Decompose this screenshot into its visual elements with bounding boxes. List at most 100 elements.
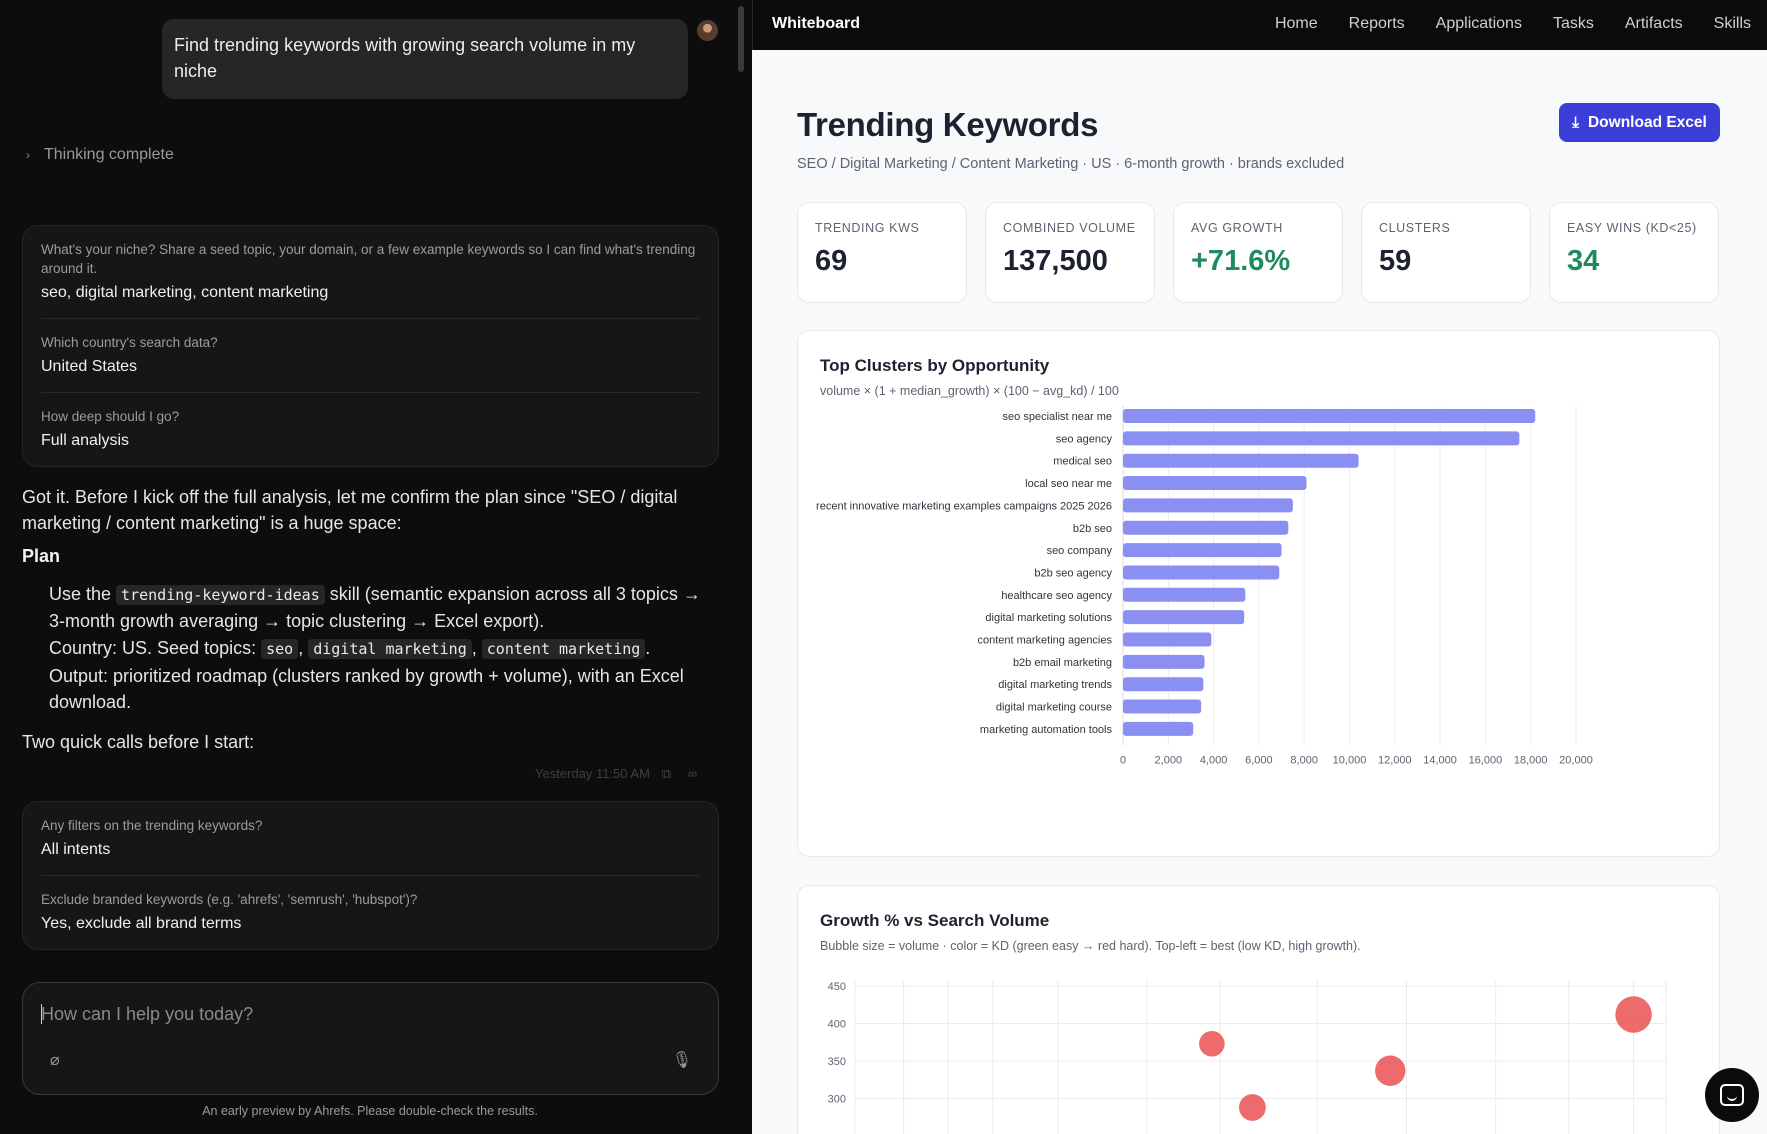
chart-subtitle: volume × (1 + median_growth) × (100 − av… [820,384,1119,398]
nav-artifacts[interactable]: Artifacts [1624,15,1683,32]
bar[interactable] [1123,453,1359,468]
category-label: digital marketing course [996,702,1112,714]
inline-code: content marketing [481,639,646,659]
bar[interactable] [1123,721,1194,736]
page-title: Trending Keywords [797,106,1099,143]
download-excel-button[interactable]: ⤓ Download Excel [1559,103,1720,142]
qa-question: Any filters on the trending keywords? [41,818,263,833]
bar[interactable] [1123,520,1289,535]
kpi-label: CLUSTERS [1379,221,1451,235]
category-label: medical seo [1053,456,1112,468]
copy-icon[interactable]: ⧉ [661,765,672,781]
nav-tasks[interactable]: Tasks [1552,15,1594,32]
bar[interactable] [1123,654,1205,669]
x-tick-label: 14,000 [1423,754,1457,766]
message-timestamp: Yesterday 11:50 AM [535,766,650,781]
kpi-card-easy-wins: EASY WINS (KD<25) 34 [1549,202,1719,303]
x-tick-label: 10,000 [1333,754,1367,766]
bar-chart: 0 2,000 4,000 6,000 8,000 10,000 12,000 14,000 1… [816,406,1593,766]
chart-title: Growth % vs Search Volume [820,911,1050,930]
kpi-label: EASY WINS (KD<25) [1567,221,1697,235]
bar[interactable] [1123,431,1520,446]
link-icon[interactable]: ∞ [687,765,698,781]
bubble-point[interactable] [1199,1030,1225,1057]
category-label: b2b seo agency [1034,567,1112,579]
bar[interactable] [1123,476,1307,491]
qa-question: Exclude branded keywords (e.g. 'ahrefs',… [41,892,418,907]
plan-heading: Plan [22,546,61,566]
category-label: digital marketing trends [998,679,1112,691]
chat-bubble-icon [1720,1084,1744,1106]
qa-item: What's your niche? Share a seed topic, y… [41,226,700,319]
plan-item: Output: prioritized roadmap (clusters ra… [49,663,721,715]
bubble-point[interactable] [1238,1094,1266,1121]
x-tick-label: 4,000 [1200,754,1228,766]
plan-item: Country: US. Seed topics: seo, digital m… [49,635,721,662]
qa-item: How deep should I go? Full analysis [41,393,700,466]
y-tick-label: 350 [828,1056,846,1068]
bubble-point[interactable] [1615,996,1652,1033]
message-input[interactable] [41,999,681,1029]
filters-card: Any filters on the trending keywords? Al… [22,801,719,950]
bar[interactable] [1123,587,1246,602]
category-label: recent innovative marketing examples cam… [816,500,1112,512]
chat-support-button[interactable] [1705,1068,1759,1122]
qa-question: What's your niche? Share a seed topic, y… [41,242,696,276]
bar[interactable] [1123,409,1536,423]
assistant-intro: Got it. Before I kick off the full analy… [22,487,678,533]
kpi-card-growth: AVG GROWTH +71.6% [1173,202,1343,303]
x-tick-label: 16,000 [1469,754,1503,766]
qa-answer: Full analysis [41,432,130,449]
bar[interactable] [1123,498,1293,513]
brand-logo[interactable]: Whiteboard [772,15,860,32]
kpi-value: 137,500 [1003,245,1108,277]
qa-answer: Yes, exclude all brand terms [41,915,242,932]
thinking-label: Thinking complete [44,146,174,163]
x-tick-label: 8,000 [1290,754,1318,766]
y-tick-label: 300 [828,1094,846,1106]
nav-skills[interactable]: Skills [1713,15,1751,32]
plan-text: Output: prioritized roadmap (clusters ra… [49,666,684,712]
disclaimer: An early preview by Ahrefs. Please doubl… [202,1104,538,1118]
x-tick-label: 20,000 [1559,754,1593,766]
inline-code: seo [261,639,299,659]
plan-text: skill (semantic expansion across all 3 t… [49,584,701,631]
bubble-point[interactable] [1375,1055,1406,1086]
bar[interactable] [1123,543,1282,558]
kpi-card-trending: TRENDING KWS 69 [797,202,967,303]
category-label: healthcare seo agency [1001,590,1112,602]
bar[interactable] [1123,610,1245,625]
nav-reports[interactable]: Reports [1348,15,1405,32]
thinking-toggle[interactable]: › Thinking complete [26,146,174,164]
message-composer: ⌀ 🎙︎ [22,982,719,1095]
kpi-card-clusters: CLUSTERS 59 [1361,202,1531,303]
chat-scrollbar[interactable] [738,6,744,72]
microphone-icon[interactable]: 🎙︎ [671,1052,692,1069]
nav-applications[interactable]: Applications [1435,15,1522,32]
paperclip-icon[interactable]: ⌀ [50,1052,60,1069]
avatar [697,20,718,41]
plan-text: , [298,638,309,658]
chart-subtitle: Bubble size = volume · color = KD (green… [820,939,1361,953]
inline-code: digital marketing [308,639,472,659]
growth-chart-card: Growth % vs Search Volume Bubble size = … [797,885,1720,1134]
plan-item: Use the trending-keyword-ideas skill (se… [49,581,721,634]
qa-answer: seo, digital marketing, content marketin… [41,284,329,301]
user-message: Find trending keywords with growing sear… [162,19,688,99]
bar[interactable] [1123,699,1202,714]
x-tick-label: 18,000 [1514,754,1548,766]
bar[interactable] [1123,565,1280,580]
kpi-label: AVG GROWTH [1191,221,1283,235]
qa-question: How deep should I go? [41,409,180,424]
qa-item: Any filters on the trending keywords? Al… [41,802,700,876]
bar[interactable] [1123,677,1204,692]
category-label: local seo near me [1025,478,1112,490]
top-nav: Whiteboard Home Reports Applications Tas… [752,0,1767,50]
chat-pane: Find trending keywords with growing sear… [0,0,752,1134]
nav-links: Home Reports Applications Tasks Artifact… [1275,15,1751,33]
qa-question: Which country's search data? [41,335,218,350]
nav-home[interactable]: Home [1274,15,1318,32]
category-label: content marketing agencies [977,635,1112,647]
bar[interactable] [1123,632,1212,647]
category-label: seo company [1047,545,1113,557]
